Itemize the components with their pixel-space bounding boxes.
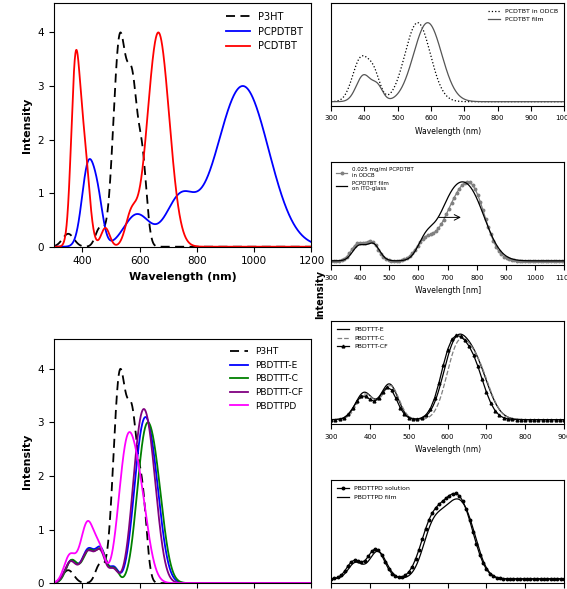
0.025 mg/ml PCPDTBT
in ODCB	[561, 257, 567, 264]
PBDTTPD solution	[459, 498, 466, 505]
0.025 mg/ml PCPDTBT
in ODCB	[328, 257, 335, 264]
0.025 mg/ml PCPDTBT
in ODCB	[553, 257, 560, 264]
PCDTBT in ODCB	[440, 88, 447, 95]
PCDTBT film	[321, 98, 328, 105]
PBDTTPD film	[336, 574, 342, 581]
X-axis label: Wavelength (nm): Wavelength (nm)	[414, 445, 481, 454]
Legend: 0.025 mg/ml PCPDTBT
in ODCB, PCPDTBT film
on ITO-glass: 0.025 mg/ml PCPDTBT in ODCB, PCPDTBT fil…	[334, 165, 416, 194]
Legend: PBDTTT-E, PBDTTT-C, PBDTTT-CF: PBDTTT-E, PBDTTT-C, PBDTTT-CF	[334, 325, 391, 352]
PBDTTPD film	[518, 575, 524, 583]
PBDTTT-C	[425, 413, 432, 421]
0.025 mg/ml PCPDTBT
in ODCB	[493, 243, 500, 250]
PBDTTT-E	[434, 389, 441, 396]
PBDTTT-CF	[354, 398, 361, 405]
Line: PBDTTT-C: PBDTTT-C	[323, 338, 567, 420]
PBDTTPD solution	[527, 575, 534, 583]
Line: PBDTTPD solution: PBDTTPD solution	[330, 492, 565, 580]
PBDTTPD film	[471, 531, 478, 538]
Y-axis label: Intensity: Intensity	[22, 434, 32, 489]
PCDTBT film	[467, 97, 474, 104]
PCDTBT film	[440, 56, 447, 63]
PBDTTT-E	[499, 409, 506, 416]
PCDTBT film	[435, 40, 442, 47]
Line: PCDTBT film: PCDTBT film	[324, 23, 567, 102]
PCDTBT film	[424, 19, 431, 27]
PCDTBT in ODCB	[430, 62, 437, 69]
Line: 0.025 mg/ml PCPDTBT
in ODCB: 0.025 mg/ml PCPDTBT in ODCB	[330, 181, 565, 262]
PBDTTT-C	[346, 411, 353, 418]
PCPDTBT film
on ITO-glass	[463, 180, 469, 187]
Legend: P3HT, PCPDTBT, PCDTBT: P3HT, PCPDTBT, PCDTBT	[222, 8, 307, 55]
PBDTTT-E	[456, 330, 463, 337]
PBDTTPD solution	[561, 575, 567, 583]
Legend: PCDTBT in ODCB, PCDTBT film: PCDTBT in ODCB, PCDTBT film	[485, 6, 561, 25]
PBDTTPD film	[544, 575, 551, 583]
X-axis label: Wavelength (nm): Wavelength (nm)	[129, 272, 236, 282]
PBDTTT-CF	[556, 416, 563, 423]
0.025 mg/ml PCPDTBT
in ODCB	[524, 257, 531, 264]
Line: PBDTTT-E: PBDTTT-E	[323, 334, 567, 420]
PBDTTT-CF	[384, 384, 391, 391]
Text: Intensity: Intensity	[315, 270, 325, 319]
PCDTBT film	[341, 97, 348, 104]
PBDTTPD solution	[358, 558, 365, 565]
PBDTTT-C	[499, 409, 506, 416]
PBDTTPD film	[486, 569, 493, 576]
PCDTBT in ODCB	[341, 92, 348, 100]
PBDTTPD film	[320, 575, 327, 583]
PBDTTPD solution	[382, 559, 388, 566]
PBDTTT-E	[320, 416, 327, 423]
PBDTTT-CF	[561, 416, 567, 423]
PCDTBT in ODCB	[352, 65, 358, 72]
PBDTTT-CF	[328, 416, 335, 423]
PBDTTT-E	[425, 410, 432, 417]
PCDTBT in ODCB	[435, 78, 442, 85]
PBDTTT-CF	[453, 332, 460, 339]
0.025 mg/ml PCPDTBT
in ODCB	[530, 257, 536, 264]
Line: PCPDTBT film
on ITO-glass: PCPDTBT film on ITO-glass	[325, 182, 567, 261]
PBDTTT-C	[523, 416, 530, 423]
PBDTTT-E	[346, 409, 353, 416]
PCDTBT in ODCB	[467, 98, 474, 105]
PBDTTT-CF	[539, 416, 546, 423]
Line: PBDTTT-CF: PBDTTT-CF	[329, 334, 565, 421]
PCDTBT film	[430, 25, 437, 32]
PCPDTBT film
on ITO-glass	[437, 211, 443, 218]
PBDTTT-CF	[414, 415, 421, 422]
PCPDTBT film
on ITO-glass	[341, 256, 348, 263]
PBDTTT-CF	[371, 398, 378, 405]
0.025 mg/ml PCPDTBT
in ODCB	[359, 240, 366, 247]
PBDTTT-C	[434, 401, 441, 408]
PBDTTPD solution	[530, 575, 537, 583]
PBDTTT-C	[528, 416, 535, 423]
PBDTTT-C	[459, 335, 466, 342]
PBDTTPD solution	[452, 490, 459, 497]
PBDTTT-E	[523, 416, 530, 423]
PBDTTPD film	[454, 495, 460, 502]
Y-axis label: Intensity: Intensity	[22, 97, 32, 153]
PCPDTBT film
on ITO-glass	[322, 257, 329, 264]
PCPDTBT film
on ITO-glass	[351, 246, 358, 253]
PCDTBT film	[352, 86, 358, 93]
PCPDTBT film
on ITO-glass	[459, 178, 466, 186]
PCDTBT in ODCB	[321, 98, 328, 105]
X-axis label: Wavelength (nm): Wavelength (nm)	[414, 127, 481, 136]
0.025 mg/ml PCPDTBT
in ODCB	[399, 257, 405, 264]
Line: PCDTBT in ODCB: PCDTBT in ODCB	[324, 23, 567, 102]
PBDTTPD film	[478, 553, 485, 560]
Legend: PBDTTPD solution, PBDTTPD film: PBDTTPD solution, PBDTTPD film	[334, 484, 413, 502]
X-axis label: Wavelength [nm]: Wavelength [nm]	[414, 286, 481, 295]
PBDTTPD solution	[328, 575, 335, 583]
PCDTBT in ODCB	[414, 19, 421, 27]
PCPDTBT film
on ITO-glass	[432, 218, 439, 225]
Line: PBDTTPD film: PBDTTPD film	[323, 499, 567, 579]
Legend: P3HT, PBDTTT-E, PBDTTT-C, PBDTTT-CF, PBDTTPD: P3HT, PBDTTT-E, PBDTTT-C, PBDTTT-CF, PBD…	[226, 344, 307, 414]
PBDTTT-C	[320, 416, 327, 423]
PCPDTBT film
on ITO-glass	[427, 223, 434, 230]
0.025 mg/ml PCPDTBT
in ODCB	[464, 178, 471, 186]
PBDTTT-E	[528, 416, 535, 423]
PBDTTPD solution	[399, 574, 405, 581]
